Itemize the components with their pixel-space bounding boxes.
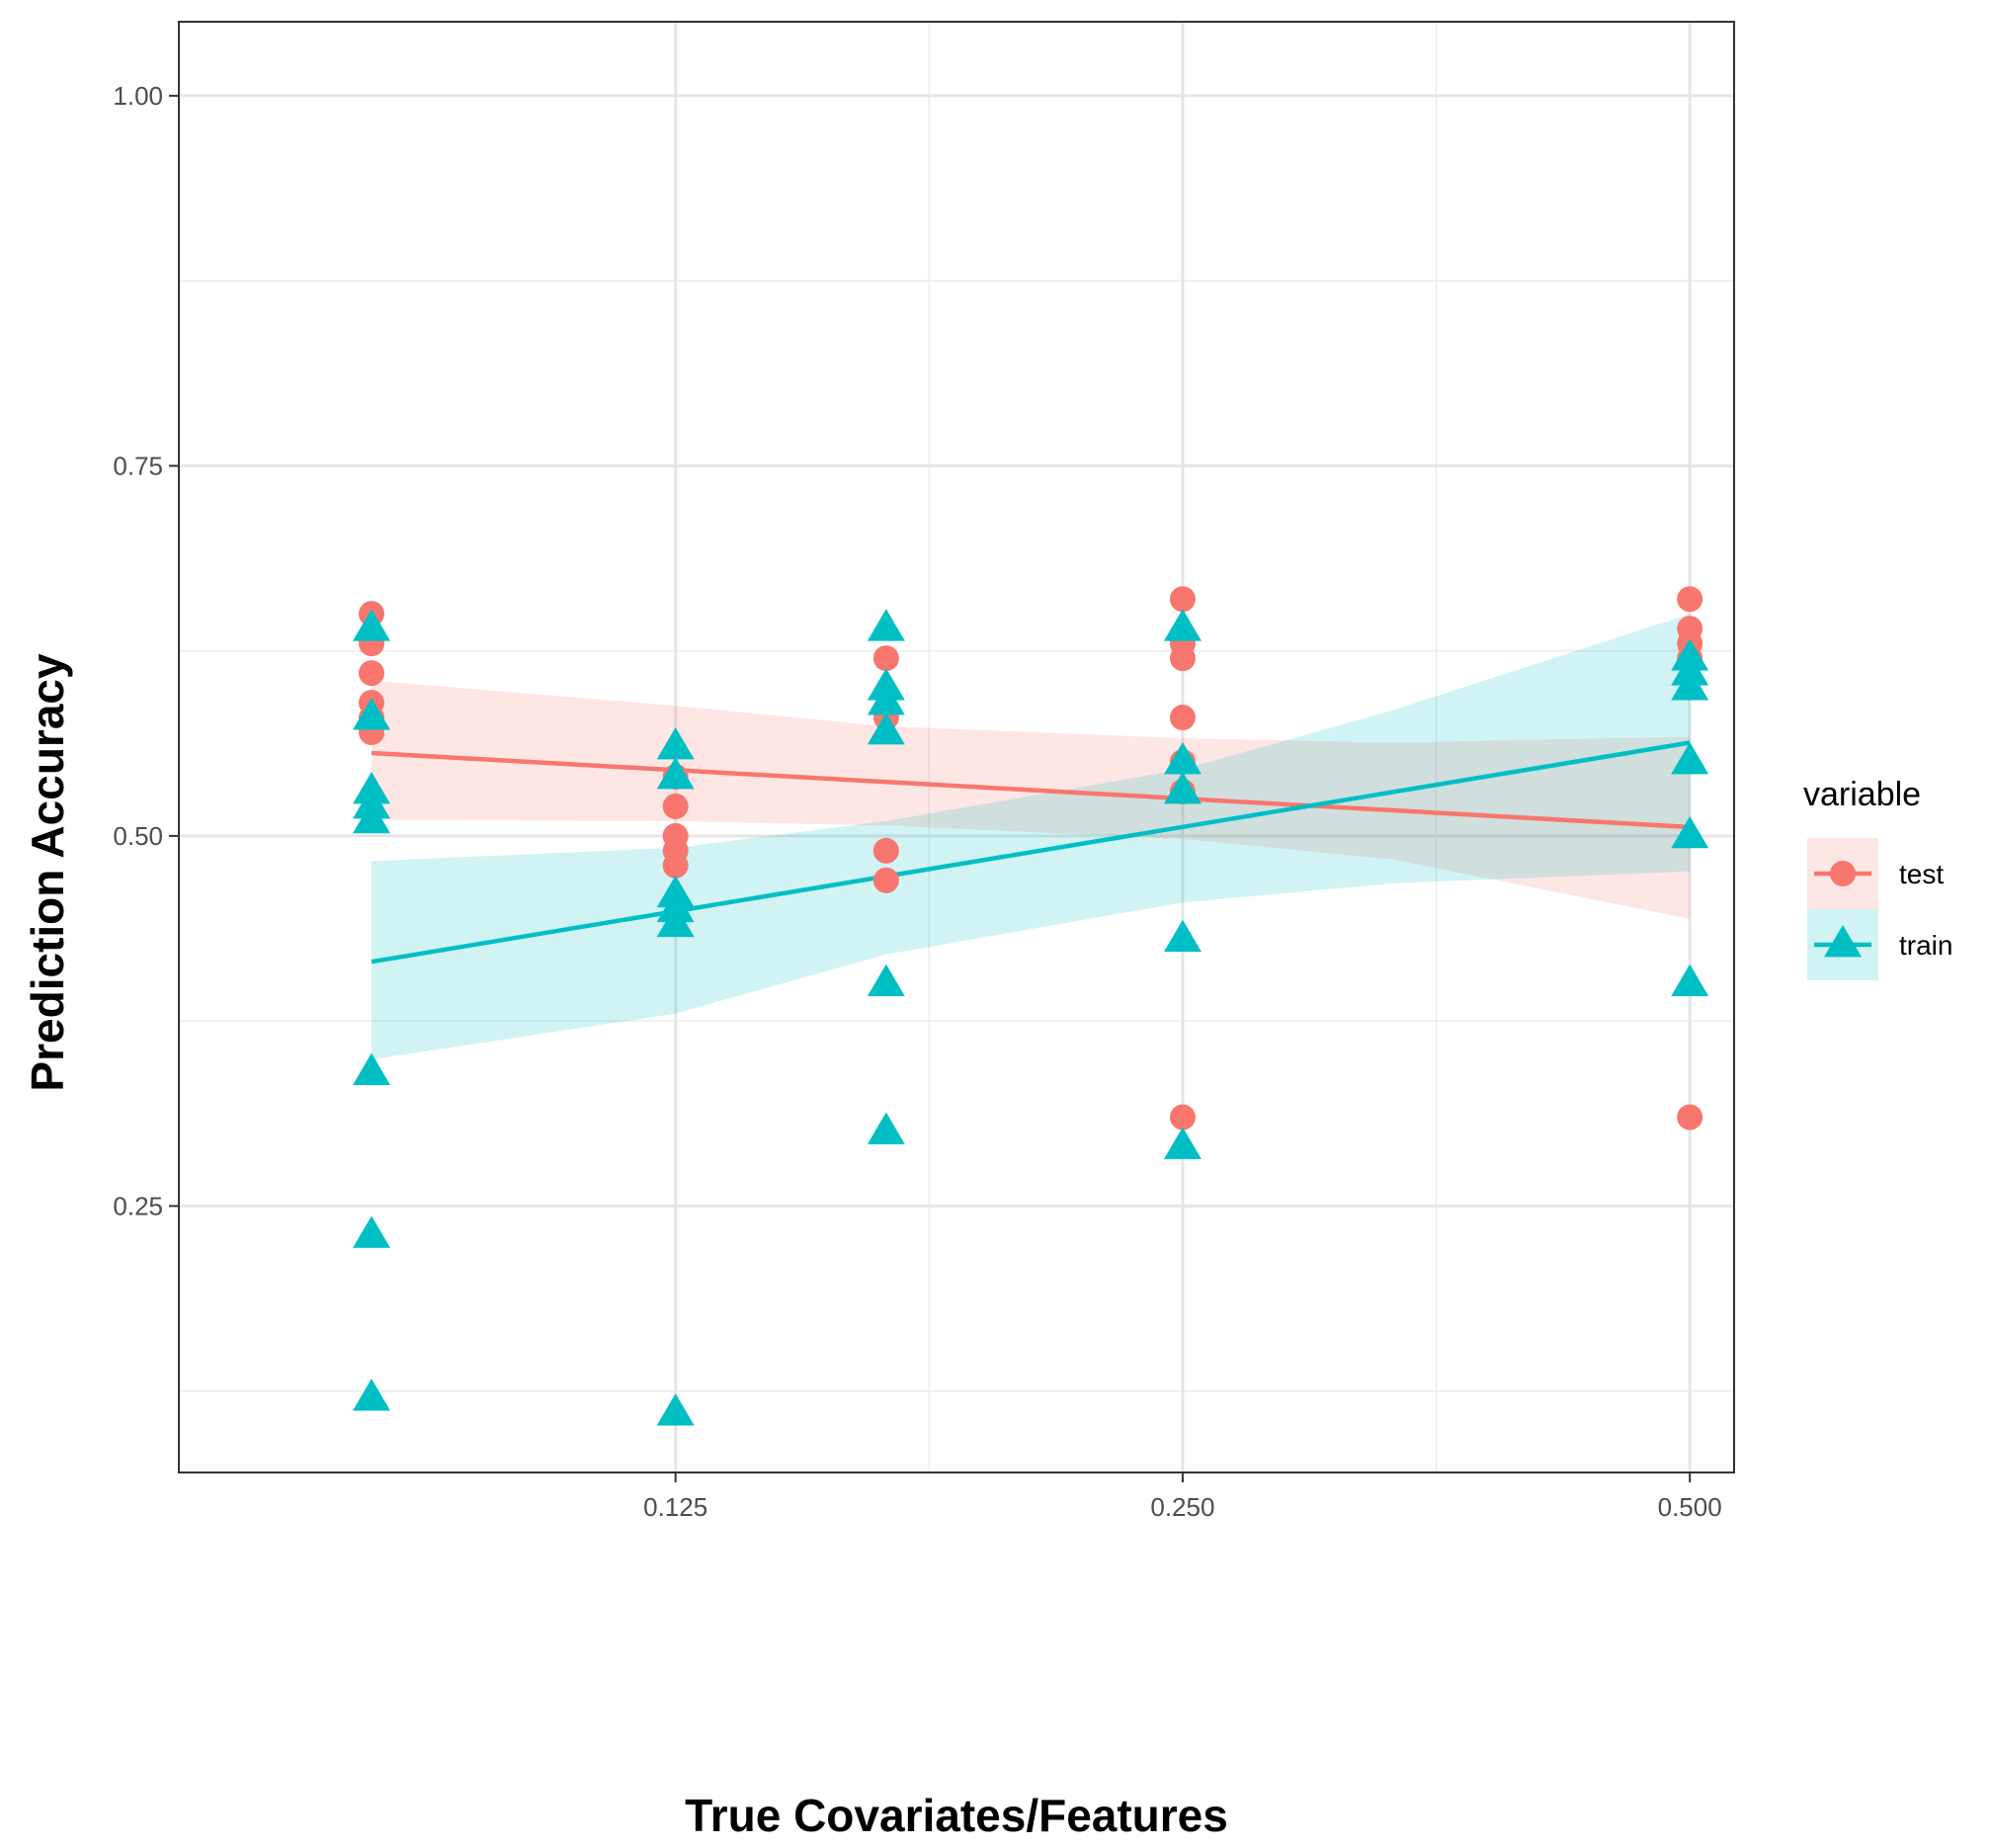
test-point bbox=[1169, 705, 1196, 731]
test-fit-line bbox=[371, 750, 1691, 830]
data-points bbox=[352, 586, 1709, 1426]
y-axis-title: Prediction Accuracy bbox=[22, 653, 73, 1092]
train-point bbox=[352, 800, 390, 834]
x-axis-ticks: 0.125 0.250 0.500 bbox=[643, 1472, 1722, 1522]
train-point bbox=[867, 964, 905, 997]
y-tick-label: 0.25 bbox=[113, 1191, 163, 1220]
train-point bbox=[867, 609, 905, 641]
test-legend-marker bbox=[1830, 861, 1856, 886]
y-axis-ticks: 0.25 0.50 0.75 1.00 bbox=[113, 81, 179, 1220]
plot-border bbox=[178, 21, 1735, 1473]
train-confidence-band bbox=[372, 614, 1691, 1060]
x-tick-label: 0.125 bbox=[643, 1492, 707, 1522]
test-point bbox=[662, 793, 689, 819]
train-point bbox=[352, 1379, 390, 1411]
train-point bbox=[1671, 668, 1709, 701]
train-point bbox=[867, 713, 905, 745]
train-point bbox=[1671, 815, 1709, 849]
test-point bbox=[872, 837, 899, 864]
train-point bbox=[1671, 964, 1709, 997]
test-point bbox=[1169, 1104, 1196, 1131]
y-tick-label: 1.00 bbox=[113, 81, 163, 111]
train-point bbox=[1163, 1127, 1202, 1159]
train-point bbox=[1163, 609, 1202, 641]
train-point bbox=[352, 1216, 390, 1248]
train-point bbox=[352, 609, 390, 641]
test-point bbox=[1677, 586, 1703, 613]
test-point bbox=[1677, 1104, 1703, 1131]
test-point bbox=[1169, 645, 1196, 672]
y-tick-label: 0.50 bbox=[113, 821, 163, 851]
train-point bbox=[867, 1112, 905, 1144]
train-legend-marker bbox=[1824, 925, 1862, 958]
train-point bbox=[656, 904, 695, 938]
plot-background bbox=[179, 22, 1734, 1472]
train-point bbox=[1671, 741, 1709, 775]
train-point bbox=[656, 1393, 695, 1426]
confidence-ribbons bbox=[372, 614, 1691, 1060]
test-point bbox=[358, 660, 384, 687]
test-legend-label: test bbox=[1899, 859, 1944, 889]
train-point bbox=[1163, 771, 1202, 804]
test-point bbox=[662, 852, 689, 879]
test-point bbox=[872, 645, 899, 672]
legend: variable test train bbox=[1803, 776, 1952, 980]
x-axis-title: True Covariates/Features bbox=[685, 1790, 1228, 1841]
train-legend-label: train bbox=[1899, 930, 1952, 961]
legend-keys: test train bbox=[1807, 838, 1952, 980]
fit-lines bbox=[371, 740, 1691, 965]
minor-gridlines bbox=[179, 22, 1734, 1472]
train-point bbox=[1163, 741, 1202, 775]
test-confidence-band bbox=[372, 680, 1691, 919]
train-point bbox=[352, 1052, 390, 1085]
test-point bbox=[1169, 586, 1196, 613]
train-point bbox=[867, 683, 905, 715]
train-fit-line bbox=[371, 740, 1691, 965]
train-point bbox=[352, 698, 390, 730]
legend-title: variable bbox=[1803, 776, 1921, 813]
x-tick-label: 0.250 bbox=[1150, 1492, 1214, 1522]
y-tick-label: 0.75 bbox=[113, 451, 163, 480]
train-point bbox=[656, 727, 695, 760]
test-point bbox=[872, 867, 899, 893]
train-point bbox=[1163, 919, 1202, 953]
train-point bbox=[656, 756, 695, 790]
x-tick-label: 0.500 bbox=[1658, 1492, 1722, 1522]
